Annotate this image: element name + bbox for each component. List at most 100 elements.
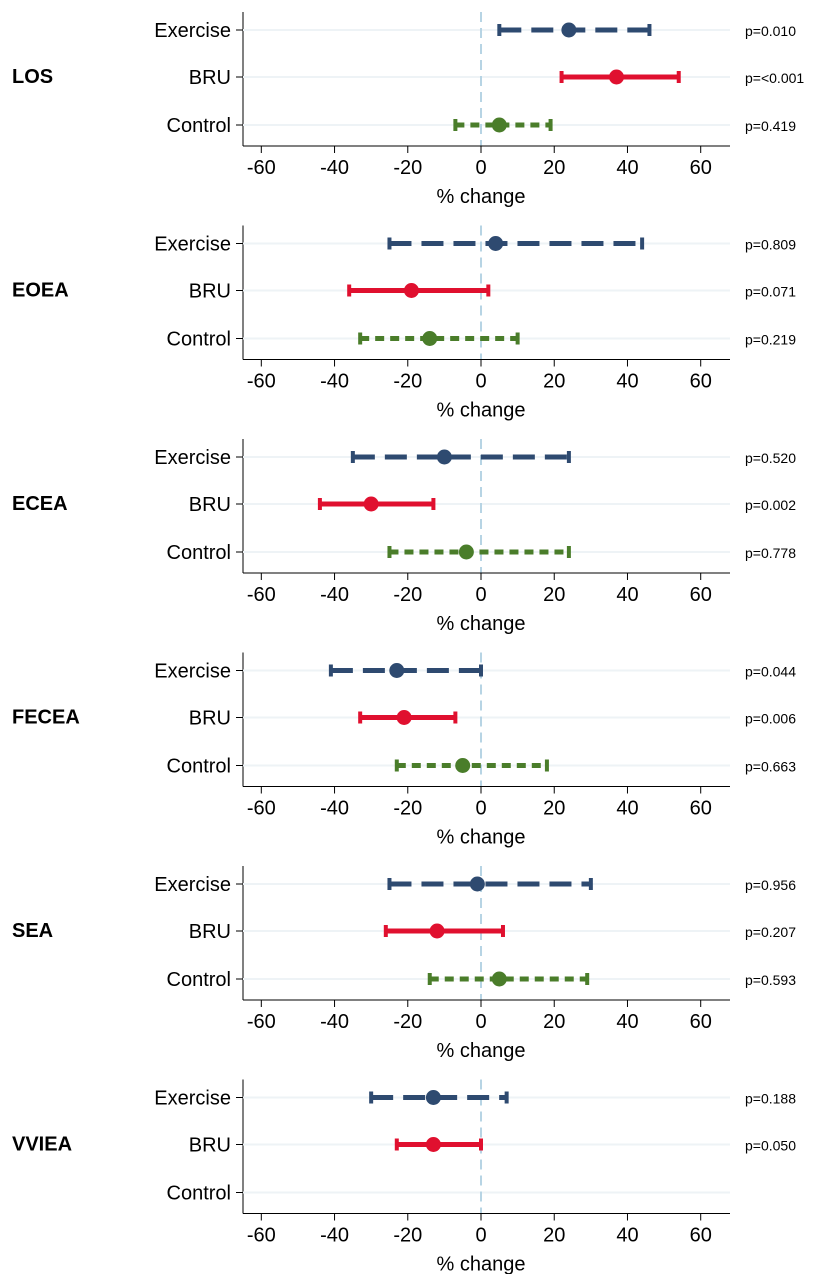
x-axis-title: % change (437, 1254, 526, 1274)
p-value-label: p=0.956 (745, 877, 796, 893)
x-tick-label: -40 (320, 157, 349, 179)
point-estimate-bru (429, 923, 445, 939)
x-tick-label: 0 (475, 584, 486, 606)
group-label: Exercise (154, 1088, 231, 1110)
x-tick-label: 0 (475, 157, 486, 179)
x-tick-label: 20 (543, 798, 565, 820)
x-tick-label: 0 (475, 371, 486, 393)
group-label: Exercise (154, 447, 231, 469)
panel-label: FECEA (12, 707, 80, 729)
x-tick-label: 60 (690, 798, 712, 820)
p-value-label: p=0.219 (745, 332, 796, 348)
x-axis-title: % change (437, 827, 526, 849)
p-value-label: p=0.207 (745, 924, 796, 940)
panel-eoea: EOEA Exercise BRU Control -60 -40 -20 0 20 40 60 % … (12, 225, 796, 422)
group-label: Control (167, 115, 231, 137)
group-label: Exercise (154, 20, 231, 42)
point-estimate-bru (403, 283, 419, 298)
p-value-label: p=0.593 (745, 972, 796, 988)
point-estimate-exercise (561, 22, 577, 38)
panel-label: SEA (12, 920, 53, 942)
p-value-label: p=0.520 (745, 450, 796, 466)
x-tick-label: -60 (247, 1011, 276, 1033)
p-value-label: p=0.809 (745, 237, 796, 253)
x-tick-label: 20 (543, 157, 565, 179)
panel-vviea: VVIEA Exercise BRU Control -60 -40 -20 0 20 40 60%… (12, 1079, 796, 1274)
x-tick-label: -20 (393, 584, 422, 606)
x-tick-label: -60 (247, 798, 276, 820)
x-tick-label: 40 (616, 798, 638, 820)
panel-label: EOEA (12, 280, 69, 302)
group-label: Control (167, 329, 231, 351)
point-estimate-exercise (488, 236, 504, 251)
x-tick-label: -40 (320, 371, 349, 393)
x-axis-title: % change (437, 1040, 526, 1062)
p-value-label: p=0.006 (745, 711, 796, 727)
x-tick-label: 20 (543, 371, 565, 393)
p-value-label: p=0.071 (745, 284, 796, 300)
point-estimate-bru (363, 496, 379, 512)
x-tick-label: 40 (616, 584, 638, 606)
p-value-label: p=0.188 (745, 1091, 796, 1107)
x-tick-label: -60 (247, 157, 276, 179)
x-tick-label: 60 (690, 584, 712, 606)
point-estimate-control (491, 117, 507, 133)
x-tick-label: -20 (393, 1011, 422, 1033)
group-label: Control (167, 542, 231, 564)
p-value-label: p=0.044 (745, 664, 796, 680)
x-tick-label: 40 (616, 1011, 638, 1033)
group-label: BRU (189, 1135, 231, 1157)
x-tick-label: 20 (543, 1225, 565, 1247)
group-label: BRU (189, 494, 231, 516)
x-tick-label: -40 (320, 798, 349, 820)
point-estimate-bru (396, 710, 412, 725)
group-label: Exercise (154, 234, 231, 256)
panel-ecea: ECEA Exercise BRU Control -60 -40 -20 0 20 40 60 % … (12, 439, 796, 635)
group-label: Control (167, 969, 231, 991)
point-estimate-exercise (389, 663, 405, 678)
point-estimate-bru (608, 69, 624, 85)
group-label: BRU (189, 67, 231, 89)
point-estimate-bru (425, 1137, 441, 1152)
x-tick-label: -20 (393, 1225, 422, 1247)
group-label: Exercise (154, 661, 231, 683)
panel-label: ECEA (12, 493, 68, 515)
point-estimate-control (491, 971, 507, 987)
x-tick-label: -40 (320, 584, 349, 606)
x-tick-label: 60 (690, 157, 712, 179)
x-axis-title: % change (437, 613, 526, 635)
x-tick-label: -20 (393, 157, 422, 179)
group-label: BRU (189, 708, 231, 730)
p-value-label: p=0.050 (745, 1138, 796, 1154)
panel-label: LOS (12, 66, 53, 88)
point-estimate-exercise (436, 449, 452, 465)
x-tick-label: 60 (690, 371, 712, 393)
point-estimate-control (455, 758, 471, 773)
x-tick-label: -20 (393, 798, 422, 820)
p-value-label: p=0.002 (745, 497, 796, 513)
x-tick-label: 60 (690, 1225, 712, 1247)
x-tick-label: 0 (475, 798, 486, 820)
group-label: BRU (189, 921, 231, 943)
x-tick-label: 40 (616, 1225, 638, 1247)
x-tick-label: 40 (616, 157, 638, 179)
point-estimate-exercise (469, 876, 485, 892)
x-axis-title: % change (437, 186, 526, 208)
group-label: Exercise (154, 874, 231, 896)
panel-fecea: FECEA Exercise BRU Control -60 -40 -20 0 20 40 60%… (12, 652, 796, 849)
x-tick-label: -60 (247, 1225, 276, 1247)
x-tick-label: -20 (393, 371, 422, 393)
p-value-label: p=0.663 (745, 759, 796, 775)
p-value-label: p=0.010 (745, 23, 796, 39)
x-tick-label: 20 (543, 584, 565, 606)
p-value-label: p=0.778 (745, 545, 796, 561)
group-label: Control (167, 756, 231, 778)
group-label: Control (167, 1183, 231, 1205)
p-value-label: p=<0.001 (745, 70, 804, 86)
x-tick-label: -60 (247, 584, 276, 606)
x-tick-label: -40 (320, 1011, 349, 1033)
x-tick-label: 20 (543, 1011, 565, 1033)
point-estimate-control (422, 331, 438, 346)
x-tick-label: 40 (616, 371, 638, 393)
